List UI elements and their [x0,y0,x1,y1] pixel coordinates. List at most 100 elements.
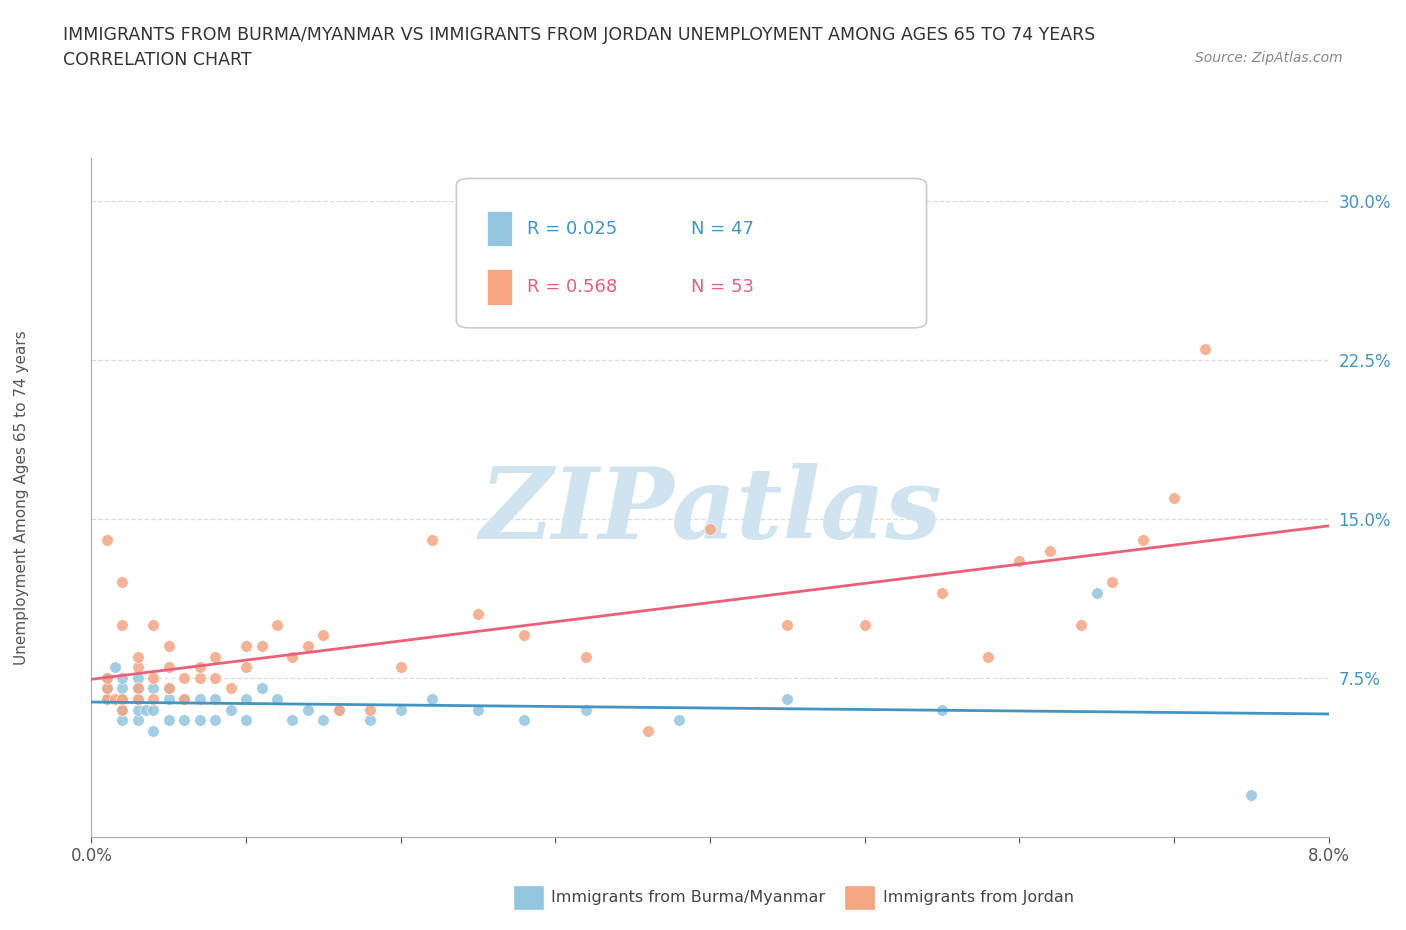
Point [111,671,134,685]
Point [1132,533,1154,548]
Point [188,660,211,675]
Point [204,649,226,664]
Text: R = 0.568: R = 0.568 [527,278,617,296]
Point [96,681,118,696]
Point [219,681,242,696]
Point [142,681,165,696]
Point [668,713,690,728]
Point [250,681,273,696]
Point [977,649,1000,664]
Point [776,618,799,632]
Point [157,660,180,675]
Point [127,681,149,696]
Point [312,628,335,643]
Point [250,639,273,654]
Point [1240,787,1263,802]
Point [1070,618,1092,632]
Point [157,713,180,728]
Point [204,713,226,728]
Point [1008,553,1031,568]
Point [1194,341,1216,356]
Bar [488,270,512,305]
Point [111,713,134,728]
Point [328,702,350,717]
Point [96,681,118,696]
Point [204,671,226,685]
Point [127,713,149,728]
Point [328,702,350,717]
Text: N = 47: N = 47 [692,219,754,238]
Point [235,639,257,654]
Point [188,671,211,685]
Point [157,692,180,707]
Bar [488,211,512,246]
Point [173,692,195,707]
Point [127,692,149,707]
Point [235,713,257,728]
Point [575,702,598,717]
Point [359,702,381,717]
Point [96,692,118,707]
Point [188,713,211,728]
Point [219,702,242,717]
Point [235,692,257,707]
Point [389,660,412,675]
Point [266,618,288,632]
Point [389,702,412,717]
Text: Immigrants from Jordan: Immigrants from Jordan [883,890,1074,905]
Point [111,692,134,707]
Point [142,671,165,685]
Point [111,702,134,717]
Point [111,702,134,717]
Point [142,692,165,707]
Point [142,724,165,738]
Point [188,692,211,707]
Point [135,702,157,717]
Point [157,681,180,696]
Point [853,618,876,632]
Point [173,671,195,685]
Point [104,692,127,707]
Point [467,702,489,717]
Text: IMMIGRANTS FROM BURMA/MYANMAR VS IMMIGRANTS FROM JORDAN UNEMPLOYMENT AMONG AGES : IMMIGRANTS FROM BURMA/MYANMAR VS IMMIGRA… [63,26,1095,44]
Point [931,702,953,717]
Point [127,660,149,675]
Point [281,713,304,728]
Point [157,639,180,654]
Point [281,649,304,664]
Point [96,671,118,685]
Point [420,692,443,707]
Point [127,702,149,717]
Point [359,713,381,728]
FancyBboxPatch shape [457,179,927,328]
Point [142,702,165,717]
Point [111,618,134,632]
Point [1085,586,1108,601]
Point [173,692,195,707]
Point [1163,490,1185,505]
Point [104,660,127,675]
Text: Source: ZipAtlas.com: Source: ZipAtlas.com [1195,51,1343,65]
Point [312,713,335,728]
Point [96,533,118,548]
Point [127,681,149,696]
Point [127,692,149,707]
Text: CORRELATION CHART: CORRELATION CHART [63,51,252,69]
Point [96,692,118,707]
Point [1039,543,1062,558]
Point [513,628,536,643]
Point [420,533,443,548]
Point [142,618,165,632]
Point [204,692,226,707]
Point [931,586,953,601]
Point [235,660,257,675]
Point [467,606,489,621]
Point [513,713,536,728]
Point [297,702,319,717]
Point [1101,575,1123,590]
Point [127,671,149,685]
Point [699,522,721,537]
Point [111,575,134,590]
Point [111,681,134,696]
Point [111,692,134,707]
